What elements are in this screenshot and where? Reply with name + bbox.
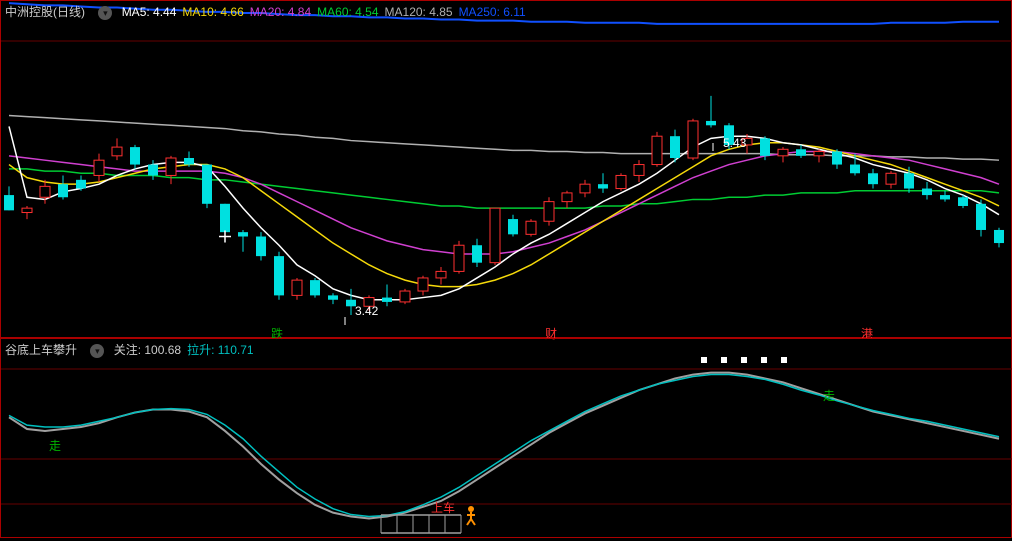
main-chart-svg[interactable]: 5.43 3.42: [1, 1, 1012, 339]
indicator-title: 谷底上车攀升: [5, 343, 77, 357]
stock-title: 中洲控股(日线): [5, 5, 85, 19]
indicator-panel[interactable]: 谷底上车攀升 ▾ 关注: 100.68拉升: 110.71 走走上车: [0, 338, 1012, 538]
indicator-legend-item: 拉升: 110.71: [187, 343, 253, 357]
indicator-chart-svg[interactable]: [1, 339, 1012, 539]
indicator-up-label: 上车: [431, 499, 455, 516]
ma-legend-item: MA20: 4.84: [250, 5, 311, 19]
ma-legend-item: MA250: 6.11: [459, 5, 526, 19]
svg-text:3.42: 3.42: [355, 304, 379, 318]
chevron-down-icon[interactable]: ▾: [98, 6, 112, 20]
ma-legend-item: MA120: 4.85: [385, 5, 453, 19]
svg-text:5.43: 5.43: [723, 136, 747, 150]
ma-legend-item: MA60: 4.54: [317, 5, 378, 19]
main-title-bar: 中洲控股(日线) ▾ MA5: 4.44 MA10: 4.66 MA20: 4.84…: [5, 3, 538, 20]
indicator-title-bar: 谷底上车攀升 ▾ 关注: 100.68 拉升: 110.71: [5, 341, 266, 358]
main-chart-panel[interactable]: 中洲控股(日线) ▾ MA5: 4.44 MA10: 4.66 MA20: 4.84…: [0, 0, 1012, 338]
indicator-mark-label: 走: [823, 387, 835, 404]
chevron-down-icon[interactable]: ▾: [90, 344, 104, 358]
ma-legend-item: MA5: 4.44: [122, 5, 177, 19]
indicator-mark-label: 走: [49, 437, 61, 454]
ma-legend-item: MA10: 4.66: [182, 5, 243, 19]
indicator-legend-item: 关注: 100.68: [114, 343, 181, 357]
